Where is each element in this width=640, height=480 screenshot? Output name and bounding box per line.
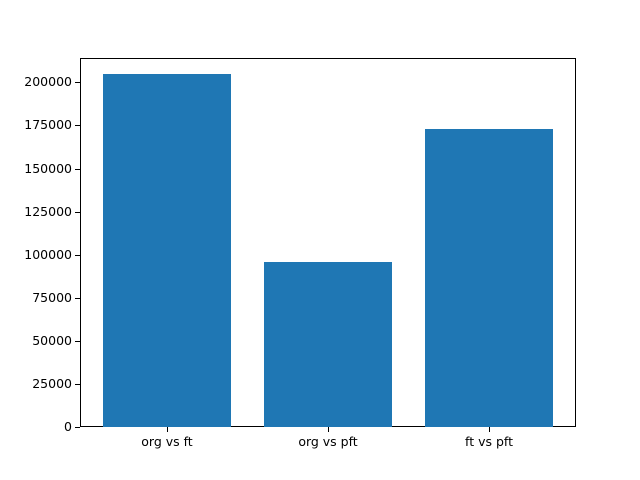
- y-tick-mark: [75, 427, 80, 428]
- y-tick-label: 25000: [32, 375, 72, 391]
- x-tick-mark: [328, 427, 329, 432]
- x-tick-label: org vs ft: [141, 434, 193, 449]
- y-tick-label: 125000: [24, 203, 72, 219]
- y-tick-label: 175000: [24, 117, 72, 133]
- y-tick-mark: [75, 211, 80, 213]
- bar-org-vs-ft: [102, 74, 232, 427]
- x-tick-mark: [167, 427, 168, 432]
- y-tick-label: 100000: [24, 246, 72, 262]
- y-tick-label: 0: [64, 419, 72, 434]
- x-tick-label: ft vs pft: [465, 434, 513, 449]
- y-tick-mark: [75, 82, 80, 84]
- y-tick-mark: [75, 125, 80, 127]
- y-tick-mark: [75, 340, 80, 342]
- bar-ft-vs-pft: [424, 129, 554, 427]
- y-tick-label: 75000: [32, 289, 72, 305]
- y-tick-mark: [75, 297, 80, 299]
- y-tick-label: 200000: [24, 74, 72, 90]
- bar-org-vs-pft: [263, 262, 393, 427]
- y-tick-mark: [75, 168, 80, 170]
- y-tick-label: 150000: [24, 160, 72, 176]
- y-tick-mark: [75, 254, 80, 256]
- y-tick-label: 50000: [32, 332, 72, 348]
- x-tick-label: org vs pft: [298, 434, 358, 449]
- x-tick-mark: [489, 427, 490, 432]
- y-tick-mark: [75, 383, 80, 385]
